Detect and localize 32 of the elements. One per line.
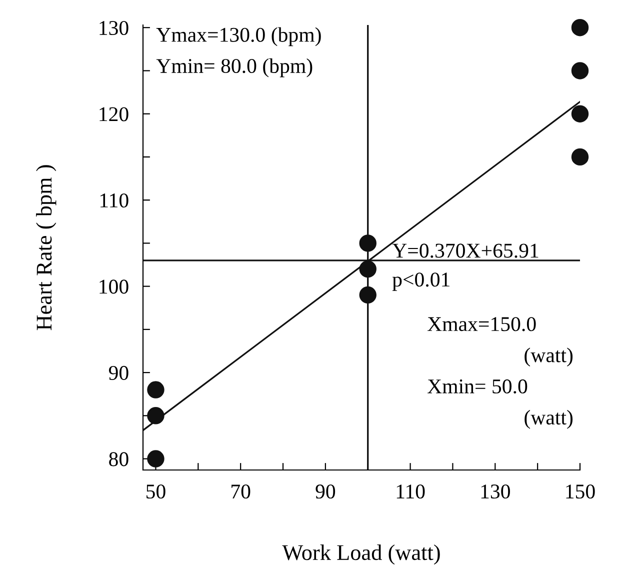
y-tick-label: 110 xyxy=(100,193,128,208)
point xyxy=(147,381,164,398)
point xyxy=(571,105,589,122)
annotation: p<0.01 xyxy=(392,272,450,291)
point xyxy=(359,260,376,278)
x-tick-label: 110 xyxy=(396,484,425,499)
y-tick-label: 120 xyxy=(100,107,128,122)
x-tick-label: 130 xyxy=(481,484,510,499)
x-tick-label: 50 xyxy=(146,484,166,499)
x-axis-title: Work Load (watt) xyxy=(282,544,440,565)
x-tick-label: 70 xyxy=(232,484,250,499)
point xyxy=(359,234,376,252)
annotation: Ymin= 80.0 (bpm) xyxy=(156,58,312,78)
annotation: (watt) xyxy=(524,410,573,429)
point xyxy=(571,148,589,166)
annotation: Ymax=130.0 (bpm) xyxy=(156,27,321,46)
point xyxy=(359,286,376,304)
y-axis-title: Heart Rate ( bpm ) xyxy=(36,165,56,330)
annotation: Y=0.370X+65.91 xyxy=(392,244,538,258)
point xyxy=(147,450,164,468)
x-tick-label: 90 xyxy=(316,484,336,499)
point xyxy=(147,407,164,424)
annotation: Xmin= 50.0 xyxy=(428,379,528,394)
point xyxy=(571,18,589,36)
y-tick-label: 80 xyxy=(109,452,128,466)
annotation: Xmax=150.0 xyxy=(428,317,536,332)
y-tick-label: 130 xyxy=(100,20,128,36)
y-tick-label: 90 xyxy=(108,366,128,380)
point xyxy=(571,62,589,80)
annotation: (watt) xyxy=(524,348,573,367)
y-tick-label: 100 xyxy=(100,280,128,294)
x-tick-label: 150 xyxy=(566,484,595,499)
